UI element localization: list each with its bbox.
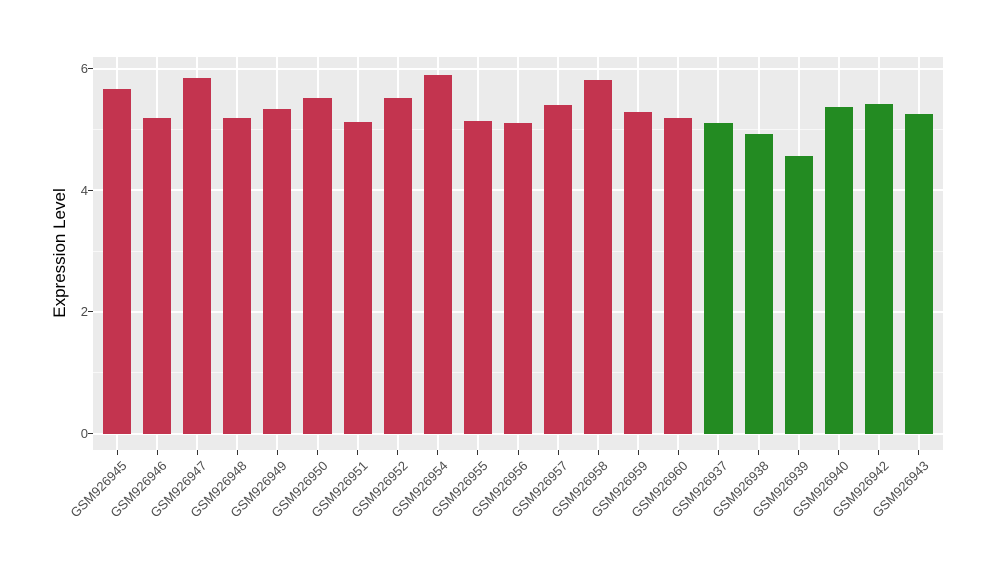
bar bbox=[183, 77, 212, 434]
bar bbox=[423, 74, 452, 434]
x-tick-mark bbox=[637, 450, 639, 455]
x-tick-mark bbox=[196, 450, 198, 455]
y-tick-label: 2 bbox=[80, 304, 88, 320]
x-tick-mark bbox=[517, 450, 519, 455]
x-tick-mark bbox=[236, 450, 238, 455]
bar bbox=[503, 123, 533, 434]
x-tick-mark bbox=[758, 450, 760, 455]
x-tick-mark bbox=[798, 450, 800, 455]
plot-panel bbox=[93, 57, 943, 450]
y-tick-label: 4 bbox=[80, 182, 88, 198]
x-tick-mark bbox=[357, 450, 359, 455]
y-tick-label: 0 bbox=[80, 426, 88, 442]
bar bbox=[664, 118, 693, 434]
bar bbox=[383, 97, 412, 434]
bar bbox=[904, 114, 933, 434]
y-axis-title: Expression Level bbox=[50, 188, 69, 318]
x-tick-mark bbox=[717, 450, 719, 455]
bar bbox=[343, 122, 372, 434]
bar bbox=[303, 98, 332, 434]
bar bbox=[744, 133, 773, 434]
x-tick-mark bbox=[397, 450, 399, 455]
bar bbox=[544, 105, 573, 434]
y-tick-mark bbox=[88, 189, 93, 191]
bar bbox=[624, 112, 653, 434]
bar bbox=[463, 120, 492, 434]
y-tick-mark bbox=[88, 68, 93, 70]
x-tick-mark bbox=[156, 450, 158, 455]
bar bbox=[223, 118, 252, 434]
x-tick-mark bbox=[918, 450, 920, 455]
y-tick-mark bbox=[88, 433, 93, 435]
x-tick-mark bbox=[838, 450, 840, 455]
x-tick-mark bbox=[116, 450, 118, 455]
x-tick-mark bbox=[597, 450, 599, 455]
bar bbox=[864, 103, 893, 434]
bar bbox=[784, 156, 813, 434]
bar bbox=[584, 80, 613, 434]
x-tick-mark bbox=[677, 450, 679, 455]
bar bbox=[103, 89, 132, 434]
bar bbox=[704, 123, 733, 434]
x-tick-mark bbox=[276, 450, 278, 455]
y-tick-mark bbox=[88, 311, 93, 313]
x-tick-mark bbox=[477, 450, 479, 455]
bar bbox=[824, 106, 853, 434]
y-tick-label: 6 bbox=[80, 61, 88, 77]
x-tick-mark bbox=[878, 450, 880, 455]
x-tick-mark bbox=[317, 450, 319, 455]
bar bbox=[143, 117, 172, 434]
x-tick-mark bbox=[437, 450, 439, 455]
x-tick-mark bbox=[557, 450, 559, 455]
bar bbox=[263, 109, 292, 434]
